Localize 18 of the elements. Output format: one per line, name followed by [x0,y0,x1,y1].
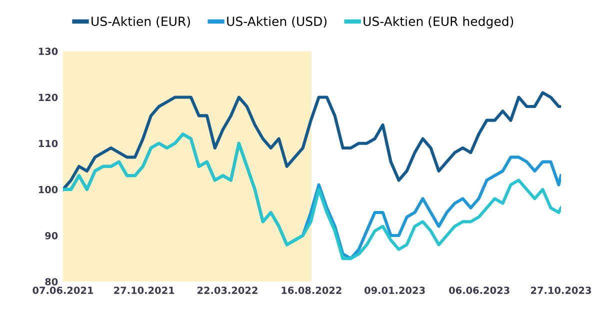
legend-label: US-Aktien (EUR) [92,16,190,28]
x-tick-label: 06.06.2023 [449,286,510,294]
y-tick-label: 130 [38,48,58,56]
y-tick-label: 100 [38,186,58,194]
legend-label: US-Aktien (EUR hedged) [364,16,514,28]
x-tick-label: 09.01.2023 [364,286,425,294]
x-tick-label: 27.10.2021 [114,286,174,294]
y-tick-label: 120 [38,94,58,102]
y-tick-label: 90 [45,232,58,240]
line-series [63,132,561,260]
x-tick-label: 22.03.2022 [197,286,258,294]
legend-label: US-Aktien (USD) [227,16,326,28]
y-tick-label: 110 [38,140,58,148]
y-tick-label: 80 [45,278,58,286]
x-tick-label: 27.10.2023 [531,286,591,294]
x-tick-label: 07.06.2021 [32,286,94,294]
x-tick-label: 16.08.2022 [282,286,342,294]
line-series [63,91,561,191]
